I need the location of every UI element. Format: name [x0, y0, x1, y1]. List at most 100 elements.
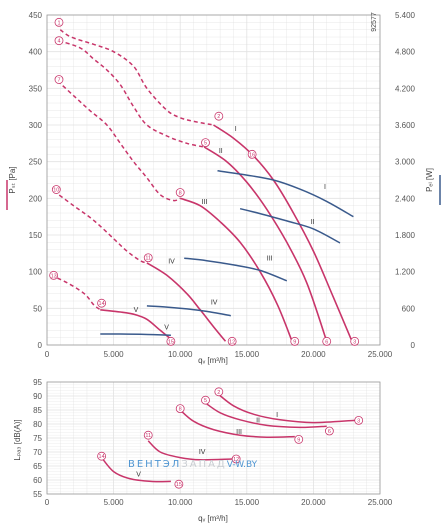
sound-curve-II: [205, 402, 327, 429]
top-y2-tick-label: 3.600: [395, 121, 416, 130]
bottom-x-axis-label: qᵥ [m³/h]: [198, 514, 228, 523]
watermark-part-1: ВЕНТЭЛ: [128, 459, 181, 470]
operating-point-label: 13: [51, 273, 57, 279]
operating-point-marker: [227, 336, 237, 346]
top-y2-tick-label: 0: [411, 341, 416, 350]
top-y2-tick-label: 1.800: [395, 231, 416, 240]
top-y2-tick-label: 4.800: [395, 48, 416, 57]
operating-point-marker: [350, 336, 360, 346]
sound-point-marker: [201, 395, 210, 405]
top-x-tick-label: 0: [45, 350, 50, 359]
operating-point-marker: [49, 270, 59, 280]
bottom-grid: [46, 381, 381, 495]
top-y-tick-label: 200: [29, 194, 43, 203]
sound-point-marker: [214, 387, 224, 397]
operating-point-marker: [322, 336, 332, 346]
operating-point-marker: [54, 36, 64, 46]
sound-point-label: 8: [179, 407, 182, 413]
sound-point-label: 14: [99, 454, 105, 460]
pressure-curve-II-unstable: [58, 39, 205, 148]
pressure-curve-I: [213, 124, 353, 342]
top-x-tick-label: 10.000: [168, 350, 193, 359]
pressure-curve-I-unstable: [59, 29, 214, 126]
sound-point-marker: [294, 434, 304, 444]
sound-point-label: 5: [204, 398, 207, 404]
pressure-curve-label: III: [202, 199, 208, 206]
top-x-tick-label: 5.000: [104, 350, 125, 359]
top-y2-tick-label: 2.400: [395, 194, 416, 203]
power-curve-III: [184, 257, 288, 282]
sound-curve-IV: [147, 440, 233, 461]
operating-point-label: 12: [229, 339, 235, 345]
bottom-plot-frame: [46, 381, 381, 495]
top-x-axis-label: qᵥ [m³/h]: [198, 356, 228, 365]
bottom-y-axis-label: Lₚₐ₃ [dB(A)]: [13, 419, 22, 460]
bottom-y-tick-label: 60: [33, 476, 42, 485]
operating-point-marker: [175, 188, 185, 197]
top-x-tick-label: 25.000: [368, 350, 393, 359]
operating-point-label: 3: [353, 339, 356, 345]
operating-point-label: 15: [168, 339, 174, 345]
sound-point-label: 6: [328, 429, 331, 435]
marker-layer: IIIIIIIVVIIIIIIIVV1234567891011121314151…: [49, 17, 364, 489]
operating-point-marker: [290, 336, 300, 346]
top-y-tick-label: 100: [29, 268, 43, 277]
top-left-axis-label: Pₛₜ [Pa]: [8, 166, 17, 193]
sound-curve-label: V: [136, 472, 141, 479]
bottom-y-tick-label: 55: [33, 490, 42, 499]
sound-point-label: 2: [217, 390, 220, 396]
sound-curve-III: [179, 409, 295, 438]
sound-point-marker: [143, 430, 153, 440]
pressure-curve-label: V: [134, 307, 139, 314]
operating-point-label: 10: [53, 188, 59, 194]
bottom-x-tick-label: 10.000: [168, 498, 193, 507]
top-y-tick-label: 150: [29, 231, 43, 240]
operating-point-label: 14: [99, 301, 105, 307]
operating-point-label: 9: [293, 339, 296, 345]
top-plot-frame: [46, 14, 381, 346]
bottom-x-tick-label: 20.000: [301, 498, 326, 507]
operating-point-label: 1: [57, 20, 60, 26]
sound-point-marker: [231, 454, 241, 464]
power-curve-label: II: [311, 219, 315, 226]
operating-point-marker: [247, 149, 257, 159]
pressure-curve-IV: [146, 262, 227, 342]
operating-point-marker: [54, 75, 64, 84]
chart-code: 92577: [371, 12, 378, 32]
sound-curve-label: IV: [199, 449, 206, 456]
power-curve-IV: [146, 305, 231, 317]
sound-point-marker: [354, 415, 364, 425]
top-y-tick-label: 0: [38, 341, 43, 350]
top-x-tick-label: 15.000: [235, 350, 260, 359]
power-curve-label: IV: [211, 300, 218, 307]
sound-curve-label: II: [256, 418, 260, 425]
operating-point-marker: [54, 17, 64, 27]
sound-point-marker: [324, 426, 334, 436]
top-y-tick-label: 450: [29, 11, 43, 20]
operating-point-label: 2: [217, 114, 220, 120]
sound-curve-label: III: [236, 429, 242, 436]
operating-point-label: 11: [145, 256, 151, 262]
tick-layer: 0 5.000 10.000 15.000 20.000 25.0000501001502…: [29, 11, 416, 507]
pressure-curve-II: [203, 146, 328, 342]
operating-point-marker: [201, 138, 210, 148]
top-y2-tick-label: 1.200: [395, 268, 416, 277]
bottom-x-tick-label: 15.000: [235, 498, 260, 507]
sound-point-label: 3: [357, 418, 360, 424]
sound-point-label: 9: [297, 437, 300, 443]
series-layer: [50, 29, 355, 483]
top-y2-tick-label: 5.400: [395, 11, 416, 20]
sound-point-marker: [175, 404, 185, 414]
watermark: ВЕНТЭЛЗАПАДV-W.BY: [128, 459, 258, 470]
bottom-y-tick-label: 65: [33, 462, 42, 471]
watermark-part-2: ЗАПАД: [181, 459, 226, 470]
sound-curve-V: [101, 457, 171, 483]
operating-point-label: 8: [179, 190, 182, 196]
top-y2-tick-label: 4.200: [395, 84, 416, 93]
pressure-curve-III-unstable: [57, 80, 181, 202]
top-y-tick-label: 250: [29, 158, 43, 167]
power-curve-label: III: [267, 256, 273, 263]
sound-point-label: 11: [145, 433, 151, 439]
power-curve-I: [217, 170, 354, 218]
